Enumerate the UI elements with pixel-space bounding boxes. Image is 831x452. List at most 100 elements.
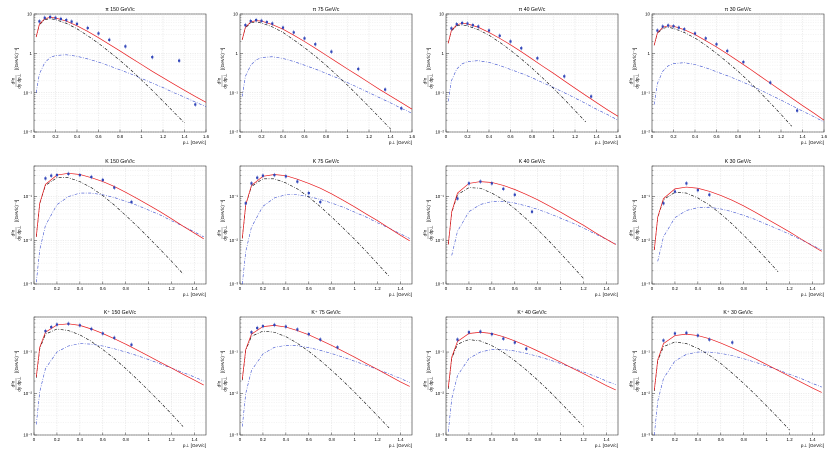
data-point [292, 31, 295, 34]
y-tick-label: 10⁻² [435, 391, 444, 396]
y-label-numerator: d²n [217, 77, 222, 84]
y-tick-label: 10 [27, 12, 32, 17]
y-label-denominator: dy dp⊥ [17, 225, 22, 240]
data-point [726, 49, 729, 53]
data-point [101, 332, 104, 335]
x-tick-label: 1.4 [191, 286, 198, 291]
x-tick-label: 0.6 [306, 437, 313, 442]
x-tick-label: 0.4 [280, 134, 287, 139]
chart-panel: 0 0.2 0.4 0.6 0.8 1 1.2 1.4 10⁻³ 10⁻² 10⁻¹ K 40 GeV… [423, 159, 619, 297]
data-point [536, 57, 539, 60]
data-point [461, 21, 464, 25]
data-point [255, 18, 258, 22]
data-point [273, 173, 276, 177]
chart-title: K⁺ 150 GeV/c [104, 310, 137, 316]
y-label-numerator: d²n [11, 229, 16, 236]
x-tick-label: 1 [552, 134, 555, 139]
x-tick-label: 1 [353, 286, 356, 291]
data-point [672, 25, 675, 28]
y-axis-label: d²n dy dp⊥ [(GeV/c)⁻¹] [217, 351, 228, 392]
y-tick-label: 10⁻² [229, 130, 238, 135]
x-tick-label: 0.2 [54, 286, 61, 291]
y-axis-label: d²n dy dp⊥ [(GeV/c)⁻¹] [217, 48, 228, 89]
data-point [67, 172, 70, 175]
plot-frame [239, 316, 413, 436]
plot-frame [33, 316, 207, 436]
data-point [662, 339, 665, 342]
x-tick-label: 0.4 [489, 437, 496, 442]
y-axis-label: d²n dy dp⊥ [(GeV/c)⁻¹] [629, 200, 640, 241]
curve-core [653, 26, 792, 127]
x-axis-label: p⊥ [GeV/c] [595, 443, 618, 448]
data-point [151, 56, 154, 59]
chart-title: K 75 GeV/c [313, 159, 340, 165]
data-point [330, 50, 333, 53]
x-tick-label: 0.8 [535, 437, 542, 442]
y-label-numerator: d²n [629, 77, 634, 84]
y-axis-label: d²n dy dp⊥ [(GeV/c)⁻¹] [11, 48, 22, 89]
data-point [696, 189, 699, 192]
data-point [244, 24, 247, 27]
curve-core [241, 178, 390, 277]
chart-title: K 30 GeV/c [725, 159, 752, 165]
x-tick-label: 1.4 [593, 134, 600, 139]
data-point [44, 329, 47, 333]
x-tick-label: 1 [346, 134, 349, 139]
plot-frame [651, 165, 825, 285]
x-axis-label: p⊥ [GeV/c] [801, 443, 824, 448]
data-point [400, 107, 403, 110]
x-tick-label: 1.2 [581, 437, 588, 442]
data-point [513, 341, 516, 344]
y-label-numerator: d²n [423, 77, 428, 84]
data-point [273, 323, 276, 327]
data-point [50, 174, 53, 177]
data-point [456, 197, 459, 200]
data-point [256, 326, 259, 330]
data-point [708, 338, 711, 341]
x-axis-label: p⊥ [GeV/c] [389, 292, 412, 297]
x-tick-label: 1.2 [160, 134, 167, 139]
x-tick-label: 0.2 [466, 286, 473, 291]
x-tick-label: 1.6 [409, 134, 416, 139]
x-axis-label: p⊥ [GeV/c] [801, 292, 824, 297]
chart-panel: 0 0.2 0.4 0.6 0.8 1 1.2 1.4 1.6 10⁻² 10⁻¹ 1 10 π 40 G… [423, 7, 622, 145]
x-axis-label: p⊥ [GeV/c] [183, 140, 206, 145]
x-tick-label: 0.4 [695, 286, 702, 291]
y-tick-label: 10 [233, 12, 238, 17]
y-tick-label: 10⁻² [23, 130, 32, 135]
x-tick-label: 1.4 [181, 134, 188, 139]
x-tick-label: 1.2 [778, 134, 785, 139]
chart-panel: 0 0.2 0.4 0.6 0.8 1 1.2 1.4 10⁻³ 10⁻² 10⁻¹ K⁺ 40 Ge… [423, 310, 619, 448]
x-tick-label: 1.2 [375, 286, 382, 291]
data-point [477, 25, 480, 28]
data-point [271, 22, 274, 25]
y-tick-label: 10⁻³ [23, 282, 32, 287]
data-point [75, 22, 79, 26]
x-tick-label: 1.4 [809, 437, 816, 442]
data-point [90, 327, 93, 331]
data-point [108, 38, 111, 41]
y-tick-label: 10⁻¹ [641, 350, 650, 355]
data-point [563, 75, 566, 78]
y-axis-label: d²n dy dp⊥ [(GeV/c)⁻¹] [423, 351, 434, 392]
y-tick-label: 10⁻³ [229, 433, 238, 438]
y-tick-label: 10⁻² [229, 391, 238, 396]
x-tick-label: 0.6 [95, 134, 102, 139]
data-point [525, 347, 528, 350]
y-label-numerator: d²n [217, 380, 222, 387]
x-tick-label: 0 [33, 134, 36, 139]
y-axis-label: d²n dy dp⊥ [(GeV/c)⁻¹] [217, 200, 228, 241]
data-point [796, 109, 799, 112]
x-axis-label: p⊥ [GeV/c] [389, 140, 412, 145]
curve-core [241, 21, 391, 130]
x-axis-label: p⊥ [GeV/c] [183, 292, 206, 297]
y-label-numerator: d²n [423, 380, 428, 387]
y-label-denominator: dy dp⊥ [429, 225, 434, 240]
data-point [471, 24, 474, 27]
y-label-numerator: d²n [11, 380, 16, 387]
chart-panel: 0 0.2 0.4 0.6 0.8 1 1.2 1.4 1.6 10⁻² 10⁻¹ 1 10 π 150 … [11, 7, 210, 145]
y-label-denominator: dy dp⊥ [223, 376, 228, 391]
data-point [683, 28, 686, 31]
y-tick-label: 10⁻¹ [641, 194, 650, 199]
